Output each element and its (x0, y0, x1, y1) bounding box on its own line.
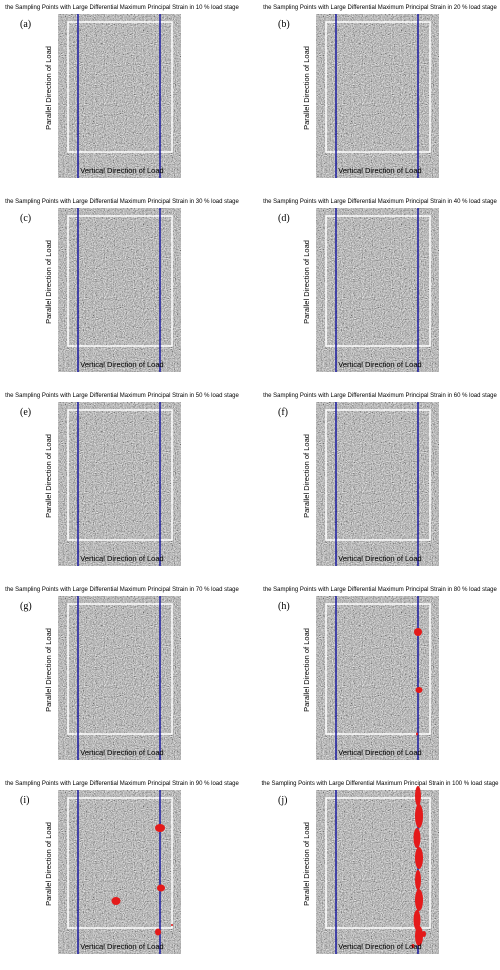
region-box (325, 603, 431, 735)
x-axis-label: Vertical Direction of Load (338, 942, 421, 951)
panel: the Sampling Points with Large Different… (263, 5, 497, 178)
panel-title: the Sampling Points with Large Different… (5, 781, 239, 787)
x-axis-label: Vertical Direction of Load (338, 360, 421, 369)
panel: the Sampling Points with Large Different… (5, 5, 239, 178)
panel-title: the Sampling Points with Large Different… (263, 393, 497, 399)
strain-spot (422, 931, 426, 937)
y-axis-label: Parallel Direction of Load (44, 240, 53, 324)
panel-label: (c) (20, 213, 31, 224)
y-axis-label: Parallel Direction of Load (44, 822, 53, 906)
speckle-image (58, 596, 181, 760)
panel-label: (d) (278, 213, 290, 224)
y-axis-label: Parallel Direction of Load (44, 628, 53, 712)
strain-spot (414, 628, 422, 636)
strain-spot (155, 928, 161, 936)
speckle-image (316, 596, 439, 760)
panel-label: (j) (278, 795, 287, 806)
speckle-image (58, 14, 181, 178)
panel-title: the Sampling Points with Large Different… (263, 587, 497, 593)
strain-spot (111, 897, 121, 905)
x-axis-label: Vertical Direction of Load (80, 942, 163, 951)
region-box (67, 21, 173, 153)
x-axis-label: Vertical Direction of Load (338, 748, 421, 757)
panel: the Sampling Points with Large Different… (263, 199, 497, 372)
region-box (325, 21, 431, 153)
panel-label: (h) (278, 601, 290, 612)
x-axis-label: Vertical Direction of Load (80, 360, 163, 369)
y-axis-label: Parallel Direction of Load (302, 46, 311, 130)
region-box (325, 215, 431, 347)
panel-title: the Sampling Points with Large Different… (263, 199, 497, 205)
y-axis-label: Parallel Direction of Load (302, 628, 311, 712)
x-axis-label: Vertical Direction of Load (80, 166, 163, 175)
x-axis-label: Vertical Direction of Load (338, 554, 421, 563)
strain-spot (415, 687, 423, 693)
strain-spot (415, 889, 423, 911)
x-axis-label: Vertical Direction of Load (80, 554, 163, 563)
panel: the Sampling Points with Large Different… (263, 587, 497, 760)
strain-spot (413, 828, 421, 848)
region-box (67, 603, 173, 735)
x-axis-label: Vertical Direction of Load (80, 748, 163, 757)
panel-title: the Sampling Points with Large Different… (5, 5, 239, 11)
panel-title: the Sampling Points with Large Different… (261, 781, 499, 787)
panel-title: the Sampling Points with Large Different… (5, 199, 239, 205)
panel-label: (b) (278, 19, 290, 30)
panel-label: (i) (20, 795, 29, 806)
panel: the Sampling Points with Large Different… (5, 199, 239, 372)
region-box (67, 797, 173, 929)
panel: the Sampling Points with Large Different… (261, 781, 499, 954)
region-box (67, 215, 173, 347)
speckle-image (58, 790, 181, 954)
strain-spot (415, 804, 423, 828)
panel-label: (e) (20, 407, 31, 418)
panel: the Sampling Points with Large Different… (5, 781, 239, 954)
x-axis-label: Vertical Direction of Load (338, 166, 421, 175)
speckle-image (316, 14, 439, 178)
strain-spot (155, 824, 165, 832)
panel: the Sampling Points with Large Different… (5, 587, 239, 760)
y-axis-label: Parallel Direction of Load (302, 434, 311, 518)
panel: the Sampling Points with Large Different… (263, 393, 497, 566)
strain-spot (171, 924, 173, 926)
strain-spot (415, 786, 421, 806)
speckle-image (58, 402, 181, 566)
panel-title: the Sampling Points with Large Different… (5, 393, 239, 399)
panel-title: the Sampling Points with Large Different… (5, 587, 239, 593)
region-box (67, 409, 173, 541)
strain-spot (411, 944, 415, 948)
strain-spot (415, 847, 423, 869)
panel-label: (f) (278, 407, 288, 418)
strain-spot (413, 910, 421, 930)
region-box (325, 797, 431, 929)
strain-spot (416, 732, 418, 736)
strain-spot (157, 884, 165, 892)
panel-label: (g) (20, 601, 32, 612)
panel: the Sampling Points with Large Different… (5, 393, 239, 566)
y-axis-label: Parallel Direction of Load (44, 434, 53, 518)
strain-spot (415, 926, 423, 946)
speckle-image (316, 402, 439, 566)
y-axis-label: Parallel Direction of Load (44, 46, 53, 130)
panel-label: (a) (20, 19, 31, 30)
strain-spot (415, 870, 421, 890)
y-axis-label: Parallel Direction of Load (302, 822, 311, 906)
y-axis-label: Parallel Direction of Load (302, 240, 311, 324)
speckle-image (58, 208, 181, 372)
region-box (325, 409, 431, 541)
panel-title: the Sampling Points with Large Different… (263, 5, 497, 11)
speckle-image (316, 208, 439, 372)
